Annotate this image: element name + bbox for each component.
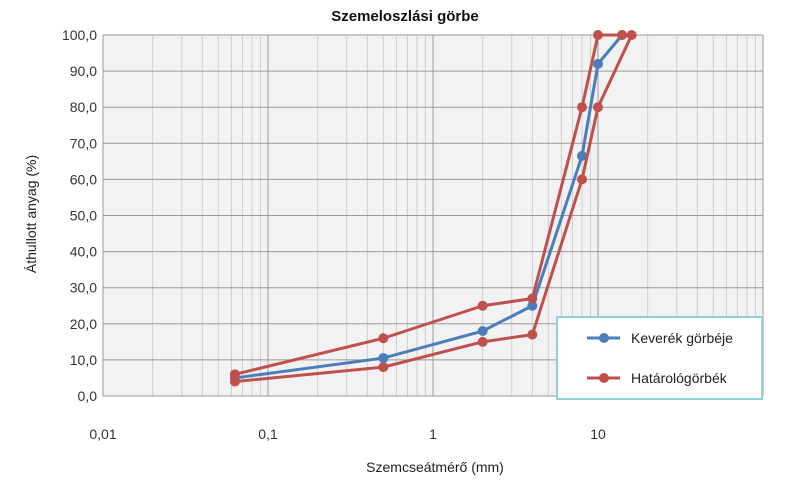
x-tick-label: 0,1 xyxy=(258,426,278,442)
y-tick-label: 50,0 xyxy=(70,208,97,224)
legend-box xyxy=(556,316,763,400)
data-point xyxy=(593,58,603,69)
y-tick-label: 80,0 xyxy=(70,99,97,115)
data-point xyxy=(229,369,240,380)
y-tick-label: 100,0 xyxy=(62,27,97,43)
data-point xyxy=(527,329,538,340)
legend-marker-hatarologorbek xyxy=(599,373,609,383)
data-point xyxy=(626,30,637,40)
y-tick-label: 10,0 xyxy=(70,352,97,368)
legend-label-keverek: Keverék görbéje xyxy=(631,330,733,346)
x-tick-label: 0,01 xyxy=(89,426,116,442)
data-point xyxy=(378,362,389,373)
x-tick-label: 1 xyxy=(429,426,437,442)
data-point xyxy=(378,333,389,344)
data-point xyxy=(577,174,588,185)
x-axis-label: Szemcseátmérő (mm) xyxy=(366,459,504,475)
y-tick-label: 70,0 xyxy=(70,135,97,151)
y-axis-label: Áthullott anyag (%) xyxy=(23,155,39,273)
data-point xyxy=(477,336,488,347)
data-point xyxy=(577,102,588,113)
y-tick-label: 60,0 xyxy=(70,171,97,187)
y-tick-label: 20,0 xyxy=(70,316,97,332)
y-axis-ticks: 0,0 10,0 20,0 30,0 40,0 50,0 60,0 70,0 80,0 90,0 1… xyxy=(62,27,97,404)
y-tick-label: 30,0 xyxy=(70,280,97,296)
data-point xyxy=(617,30,628,40)
y-tick-label: 90,0 xyxy=(70,63,97,79)
legend-marker-keverek xyxy=(599,333,609,343)
data-point xyxy=(527,293,538,304)
x-axis-ticks: 0,01 0,1 1 10 xyxy=(89,426,606,442)
x-tick-label: 10 xyxy=(590,426,606,442)
legend: Keverék görbéje Határológörbék xyxy=(556,316,763,400)
chart-title: Szemeloszlási görbe xyxy=(331,8,479,25)
legend-label-hatarologorbek: Határológörbék xyxy=(631,370,728,386)
data-point xyxy=(477,300,488,311)
data-point xyxy=(593,30,603,40)
series-layer xyxy=(229,30,637,387)
data-point xyxy=(577,150,588,161)
data-point xyxy=(229,376,240,387)
data-point xyxy=(527,300,538,311)
y-tick-label: 40,0 xyxy=(70,244,97,260)
data-point xyxy=(477,326,488,337)
data-point xyxy=(378,353,389,364)
data-point xyxy=(593,102,603,113)
y-tick-label: 0,0 xyxy=(78,388,98,404)
